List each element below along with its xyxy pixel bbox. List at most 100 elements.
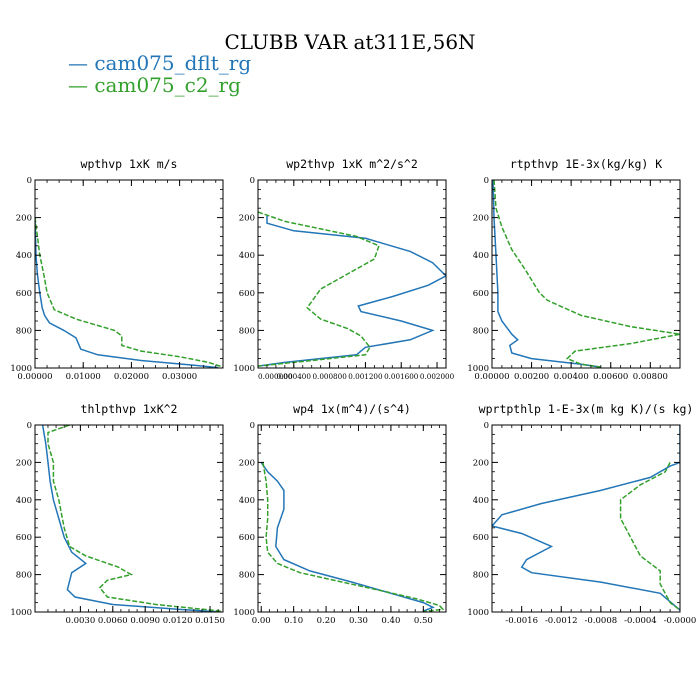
x-tick-label: 0.0150 <box>195 616 225 626</box>
x-tick-label: -0.0004 <box>624 616 657 626</box>
series-line-dflt <box>492 425 680 611</box>
series-line-c2 <box>258 211 380 367</box>
legend-item-dflt: — cam075_dflt_rg <box>68 52 251 74</box>
y-tick-label: 200 <box>473 458 489 468</box>
y-tick-label: 800 <box>16 571 32 581</box>
x-tick-label: 0.00600 <box>593 372 628 382</box>
panel-1: wp2thvp 1xK m^2/s^2020040060080010000.00… <box>233 157 454 381</box>
panel-5: wprtpthlp 1-E-3x(m kg K)/(s kg) 0 200 400 60… <box>467 402 696 626</box>
x-tick-label: 0.00200 <box>514 372 549 382</box>
series-line-dflt <box>260 461 435 612</box>
panel-title: wprtpthlp 1-E-3x(m kg K)/(s kg) <box>479 402 694 416</box>
y-tick-label: 600 <box>239 289 255 299</box>
y-tick-label: 400 <box>473 251 489 261</box>
series-line-c2 <box>493 180 680 368</box>
series-line-c2 <box>262 462 445 612</box>
x-tick-label: 0.01000 <box>66 372 101 382</box>
y-tick-label: 1000 <box>10 608 32 618</box>
y-tick-label: 1000 <box>233 608 255 618</box>
series-line-c2 <box>619 462 680 611</box>
y-tick-label: 200 <box>239 458 255 468</box>
y-tick-label: 400 <box>16 251 32 261</box>
legend-item-c2: — cam075_c2_rg <box>68 74 251 96</box>
x-tick-label: 0.001600 <box>384 372 419 381</box>
x-tick-label: 0.40 <box>381 616 400 626</box>
x-tick-label: 0.30 <box>349 616 368 626</box>
x-tick-label: 0.001200 <box>348 372 383 381</box>
y-tick-label: 600 <box>473 289 489 299</box>
series-line-dflt <box>258 215 446 367</box>
y-tick-label: 1000 <box>10 364 32 374</box>
x-tick-label: 0.00 <box>252 616 271 626</box>
panel-title: wp2thvp 1xK m^2/s^2 <box>286 157 418 171</box>
y-tick-label: 1000 <box>233 364 255 374</box>
series-line-c2 <box>47 425 221 612</box>
y-tick-label: 1000 <box>467 608 489 618</box>
y-tick-label: 800 <box>239 326 255 336</box>
x-tick-label: 0.50 <box>414 616 433 626</box>
series-line-dflt <box>492 180 601 368</box>
x-tick-label: 0.00400 <box>554 372 589 382</box>
x-tick-label: 0.03000 <box>162 372 197 382</box>
y-tick-label: 0 <box>484 421 489 431</box>
x-tick-label: 0.02000 <box>114 372 149 382</box>
panel-title: wp4 1x(m^4)/(s^4) <box>293 402 411 416</box>
x-tick-label: -0.0008 <box>585 616 618 626</box>
y-tick-label: 800 <box>239 571 255 581</box>
y-tick-label: 600 <box>16 533 32 543</box>
panel-title: thlpthvp 1xK^2 <box>81 402 178 416</box>
x-tick-label: -0.0016 <box>505 616 538 626</box>
y-tick-label: 800 <box>473 571 489 581</box>
plot-frame <box>34 179 224 369</box>
series-line-dflt <box>41 425 221 612</box>
plot-frame <box>34 424 224 613</box>
x-tick-label: 0.0030 <box>66 616 96 626</box>
x-tick-label: 0.10 <box>284 616 303 626</box>
x-tick-label: 0.000400 <box>277 372 312 381</box>
y-tick-label: 200 <box>239 214 255 224</box>
y-tick-label: 400 <box>239 496 255 506</box>
panel-2: rtpthvp 1E-3x(kg/kg) K020040060080010000… <box>467 157 681 382</box>
plot-frame <box>257 179 447 369</box>
x-tick-label: 0.00800 <box>633 372 668 382</box>
y-tick-label: 0 <box>27 176 32 186</box>
series-line-c2 <box>35 217 223 368</box>
y-tick-label: 200 <box>16 458 32 468</box>
y-tick-label: 1000 <box>467 364 489 374</box>
y-tick-label: 800 <box>16 326 32 336</box>
main-title: CLUBB VAR at311E,56N <box>224 30 476 54</box>
y-tick-label: 800 <box>473 326 489 336</box>
series-line-dflt <box>35 217 219 368</box>
panel-title: rtpthvp 1E-3x(kg/kg) K <box>510 157 662 171</box>
y-tick-label: 0 <box>250 176 255 186</box>
x-tick-label: 0.0120 <box>163 616 193 626</box>
x-tick-label: 0.00000 <box>474 372 509 382</box>
x-tick-label: -0.0012 <box>545 616 578 626</box>
y-tick-label: 0 <box>27 421 32 431</box>
x-tick-label: 0.0060 <box>98 616 128 626</box>
y-tick-label: 600 <box>239 533 255 543</box>
x-tick-label: -0.0000 <box>664 616 697 626</box>
legend-label-c2: — cam075_c2_rg <box>68 73 241 97</box>
y-tick-label: 200 <box>473 214 489 224</box>
panel-title: wpthvp 1xK m/s <box>81 157 178 171</box>
x-tick-label: 0.20 <box>317 616 336 626</box>
y-tick-label: 0 <box>484 176 489 186</box>
x-tick-label: 0.002000 <box>420 372 455 381</box>
y-tick-label: 400 <box>473 496 489 506</box>
x-tick-label: 0.000000 <box>258 372 293 381</box>
legend-label-dflt: — cam075_dflt_rg <box>68 51 252 75</box>
y-tick-label: 600 <box>473 533 489 543</box>
x-tick-label: 0.0090 <box>130 616 160 626</box>
y-tick-label: 400 <box>16 496 32 506</box>
y-tick-label: 400 <box>239 251 255 261</box>
legend: — cam075_dflt_rg — cam075_c2_rg <box>68 52 251 96</box>
y-tick-label: 600 <box>16 289 32 299</box>
y-tick-label: 200 <box>16 214 32 224</box>
x-tick-label: 0.000800 <box>312 372 347 381</box>
